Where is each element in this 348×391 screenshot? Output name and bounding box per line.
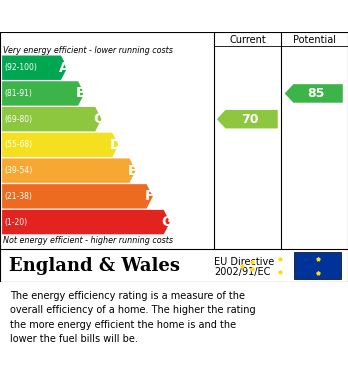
Polygon shape [217, 110, 278, 128]
Text: F: F [145, 189, 155, 203]
Text: A: A [59, 61, 70, 75]
Text: Very energy efficient - lower running costs: Very energy efficient - lower running co… [3, 46, 173, 55]
Polygon shape [2, 56, 67, 80]
Text: Not energy efficient - higher running costs: Not energy efficient - higher running co… [3, 236, 174, 245]
Polygon shape [2, 158, 136, 183]
Text: 70: 70 [241, 113, 259, 126]
Text: The energy efficiency rating is a measure of the
overall efficiency of a home. T: The energy efficiency rating is a measur… [10, 291, 256, 344]
Text: E: E [128, 164, 137, 178]
Text: B: B [76, 86, 87, 100]
Text: (39-54): (39-54) [4, 166, 32, 175]
Text: EU Directive: EU Directive [214, 257, 274, 267]
Text: (55-68): (55-68) [4, 140, 32, 149]
Text: England & Wales: England & Wales [9, 256, 180, 275]
Text: 2002/91/EC: 2002/91/EC [214, 267, 270, 277]
Text: (21-38): (21-38) [4, 192, 32, 201]
Polygon shape [2, 210, 170, 234]
Text: (81-91): (81-91) [4, 89, 32, 98]
Polygon shape [285, 84, 343, 103]
Text: D: D [110, 138, 121, 152]
FancyBboxPatch shape [294, 253, 341, 279]
Text: Current: Current [229, 35, 266, 45]
Polygon shape [2, 184, 153, 208]
Text: (69-80): (69-80) [4, 115, 32, 124]
Text: 85: 85 [308, 87, 325, 100]
Text: Energy Efficiency Rating: Energy Efficiency Rating [9, 9, 219, 23]
Polygon shape [2, 107, 102, 131]
Text: Potential: Potential [293, 35, 336, 45]
Polygon shape [2, 133, 119, 157]
Polygon shape [2, 81, 84, 106]
Text: G: G [161, 215, 173, 229]
Text: (1-20): (1-20) [4, 218, 27, 227]
Text: C: C [93, 112, 103, 126]
Text: (92-100): (92-100) [4, 63, 37, 72]
